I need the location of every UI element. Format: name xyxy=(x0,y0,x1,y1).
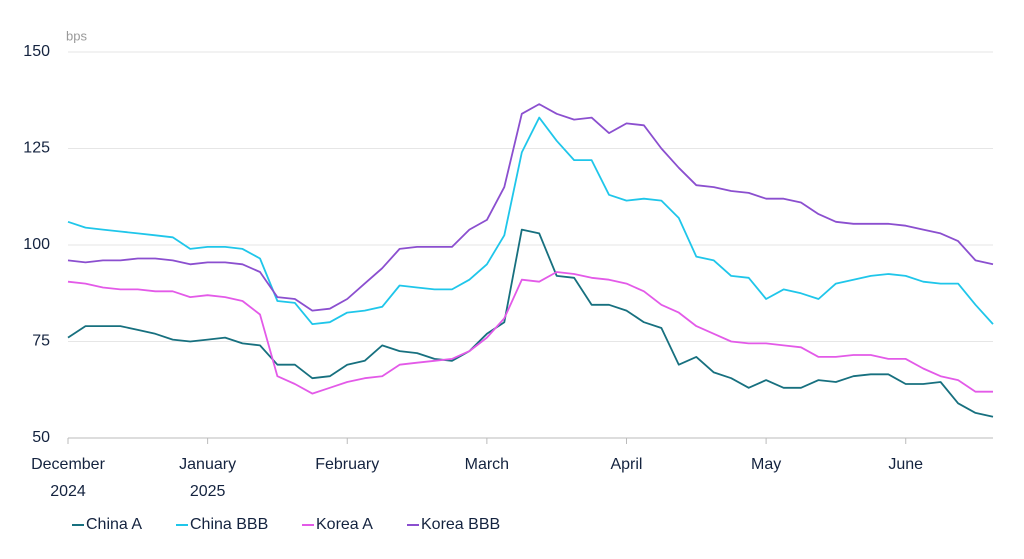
legend-label: China A xyxy=(86,516,143,533)
x-tick-label: February xyxy=(315,456,380,473)
y-tick-label: 150 xyxy=(23,43,50,60)
unit-label: bps xyxy=(66,28,87,43)
legend-label: Korea A xyxy=(316,516,373,533)
legend-item: China BBB xyxy=(176,516,268,534)
y-tick-label: 50 xyxy=(32,429,50,446)
legend-label: Korea BBB xyxy=(421,516,501,533)
x-tick-label: March xyxy=(464,456,510,473)
legend-swatch xyxy=(176,524,188,526)
x-tick-label: January 2025 xyxy=(179,456,237,500)
line-series xyxy=(67,116,994,325)
x-tick-label: June xyxy=(888,456,924,473)
legend-item: Korea BBB xyxy=(407,516,500,534)
x-tick-label: May xyxy=(750,456,782,473)
y-tick-label: 100 xyxy=(23,236,50,253)
y-tick-label: 75 xyxy=(32,333,50,350)
legend-item: Korea A xyxy=(302,516,373,534)
line-series xyxy=(67,271,993,395)
legend-item: China A xyxy=(72,516,142,534)
legend-swatch xyxy=(407,524,419,526)
legend-swatch xyxy=(72,524,84,526)
line-series xyxy=(67,228,994,418)
x-tick-label: April xyxy=(610,456,643,473)
line-series xyxy=(67,103,994,312)
legend-swatch xyxy=(302,524,314,526)
y-tick-label: 125 xyxy=(23,140,50,157)
x-tick-label: December 2024 xyxy=(31,456,105,500)
legend-label: China BBB xyxy=(190,516,269,533)
